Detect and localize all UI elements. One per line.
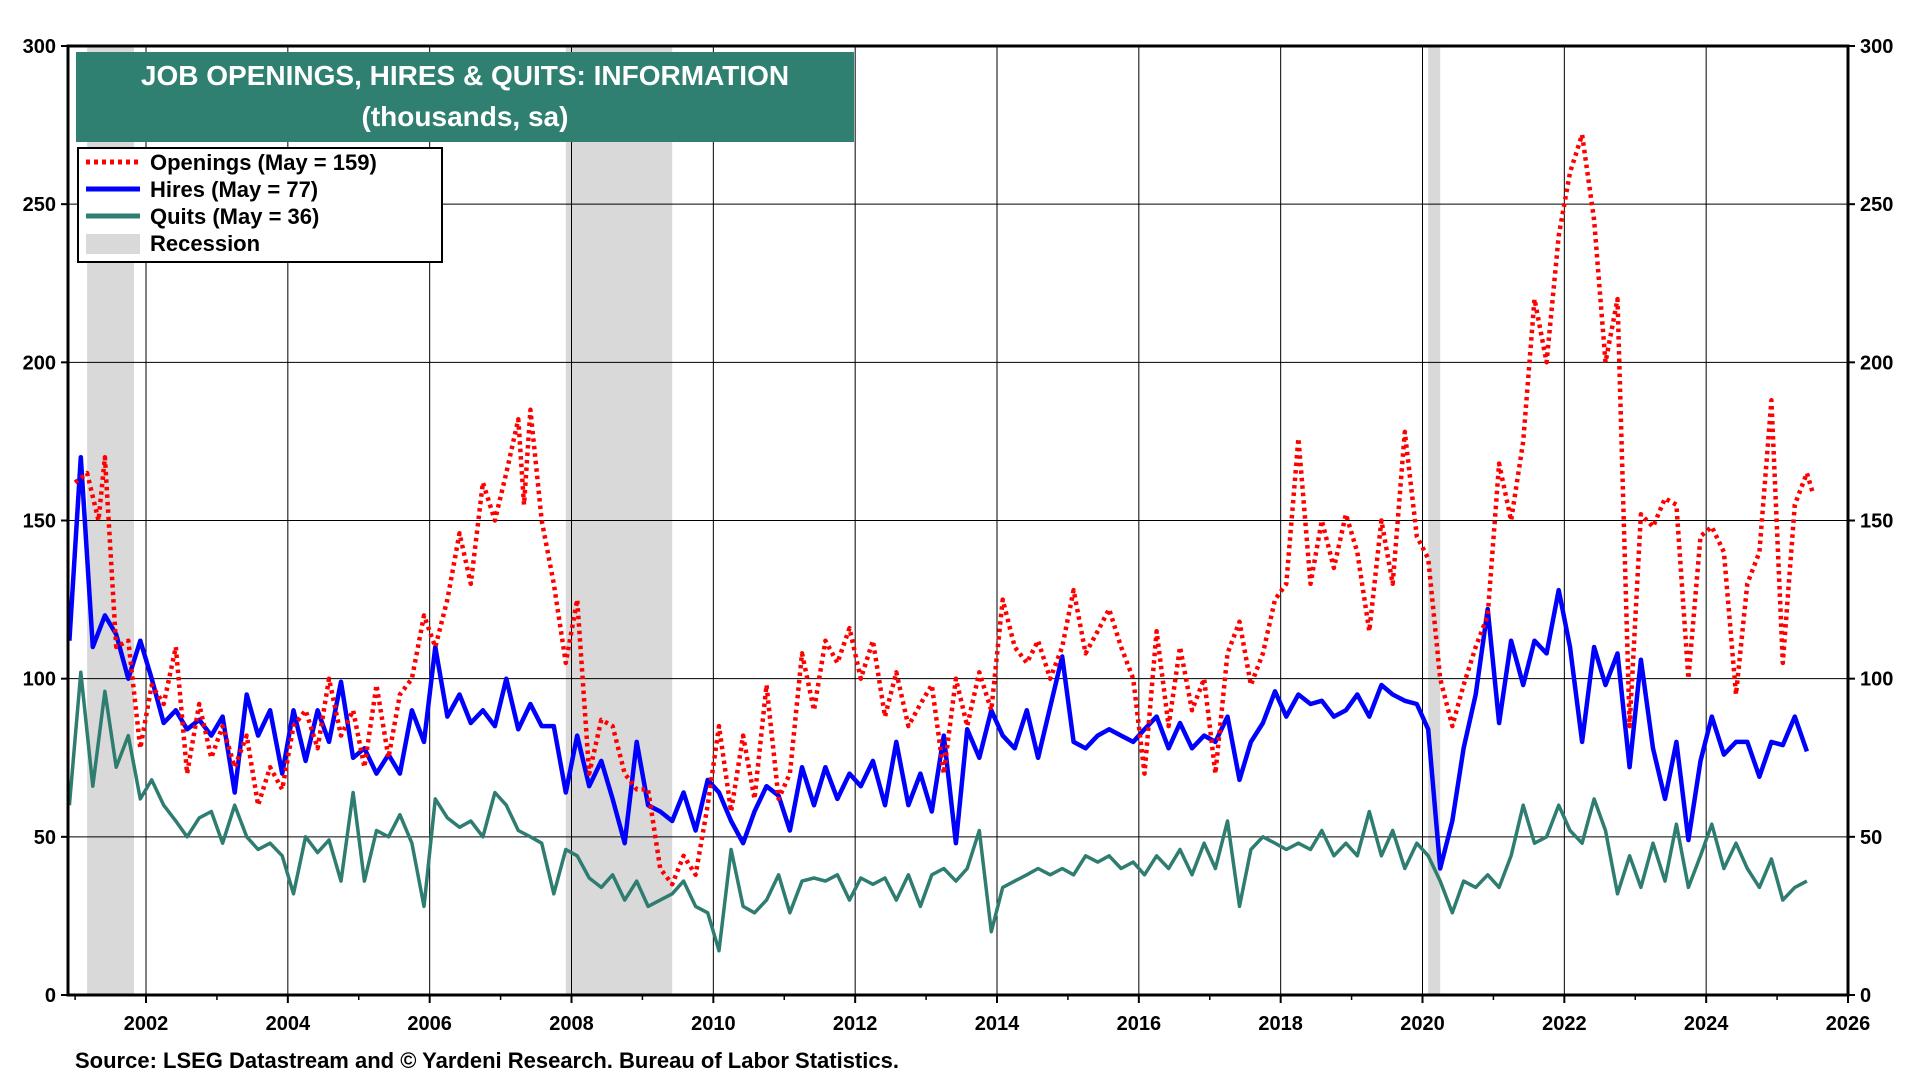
y-tick-label-right: 100 — [1860, 669, 1893, 691]
series-line-quits — [67, 670, 1808, 953]
legend-recession-label: Recession — [150, 231, 260, 256]
x-tick-label: 2016 — [1117, 1013, 1162, 1035]
y-tick-label-left: 250 — [23, 194, 56, 216]
x-tick-label: 2010 — [691, 1013, 736, 1035]
chart-subtitle: (thousands, sa) — [362, 101, 569, 132]
y-tick-label-right: 0 — [1860, 985, 1871, 1007]
source-note: Source: LSEG Datastream and © Yardeni Re… — [75, 1048, 899, 1073]
x-tick-label: 2004 — [266, 1013, 311, 1035]
x-tick-label: 2022 — [1542, 1013, 1587, 1035]
series-lines — [67, 132, 1815, 953]
y-tick-label-right: 150 — [1860, 511, 1893, 533]
x-tick-label: 2012 — [833, 1013, 878, 1035]
y-tick-label-left: 0 — [45, 985, 56, 1007]
y-tick-label-left: 200 — [23, 352, 56, 374]
series-line-hires — [67, 454, 1810, 871]
x-tick-label: 2018 — [1258, 1013, 1303, 1035]
x-tick-label: 2014 — [975, 1013, 1020, 1035]
x-axis: 2002 2004 2006 2008 2010 2012 2014 2016 2018 2020… — [74, 995, 1871, 1035]
y-tick-label-left: 150 — [23, 511, 56, 533]
y-tick-label-left: 50 — [34, 827, 56, 849]
y-tick-label-left: 300 — [23, 36, 56, 58]
y-tick-label-right: 50 — [1860, 827, 1882, 849]
y-axis-left: 0 50 100 150 200 250 300 — [23, 36, 68, 1007]
title-box: JOB OPENINGS, HIRES & QUITS: INFORMATION… — [76, 52, 854, 142]
y-tick-label-left: 100 — [23, 669, 56, 691]
x-tick-label: 2026 — [1826, 1013, 1871, 1035]
x-tick-label: 2024 — [1684, 1013, 1729, 1035]
legend-openings-label: Openings (May = 159) — [150, 150, 377, 175]
y-axis-right: 0 50 100 150 200 250 300 — [1848, 36, 1893, 1007]
chart-title: JOB OPENINGS, HIRES & QUITS: INFORMATION — [141, 60, 789, 91]
x-tick-label: 2006 — [407, 1013, 452, 1035]
title-background — [76, 52, 854, 142]
x-tick-label: 2002 — [124, 1013, 169, 1035]
series-line-openings — [73, 132, 1815, 887]
y-tick-label-right: 200 — [1860, 352, 1893, 374]
legend: Openings (May = 159) Hires (May = 77) Qu… — [77, 147, 443, 263]
x-tick-label: 2020 — [1400, 1013, 1445, 1035]
legend-recession-swatch — [86, 234, 140, 254]
legend-hires-label: Hires (May = 77) — [150, 177, 318, 202]
x-tick-label: 2008 — [549, 1013, 594, 1035]
legend-quits-label: Quits (May = 36) — [150, 204, 319, 229]
y-tick-label-right: 250 — [1860, 194, 1893, 216]
y-tick-label-right: 300 — [1860, 36, 1893, 58]
